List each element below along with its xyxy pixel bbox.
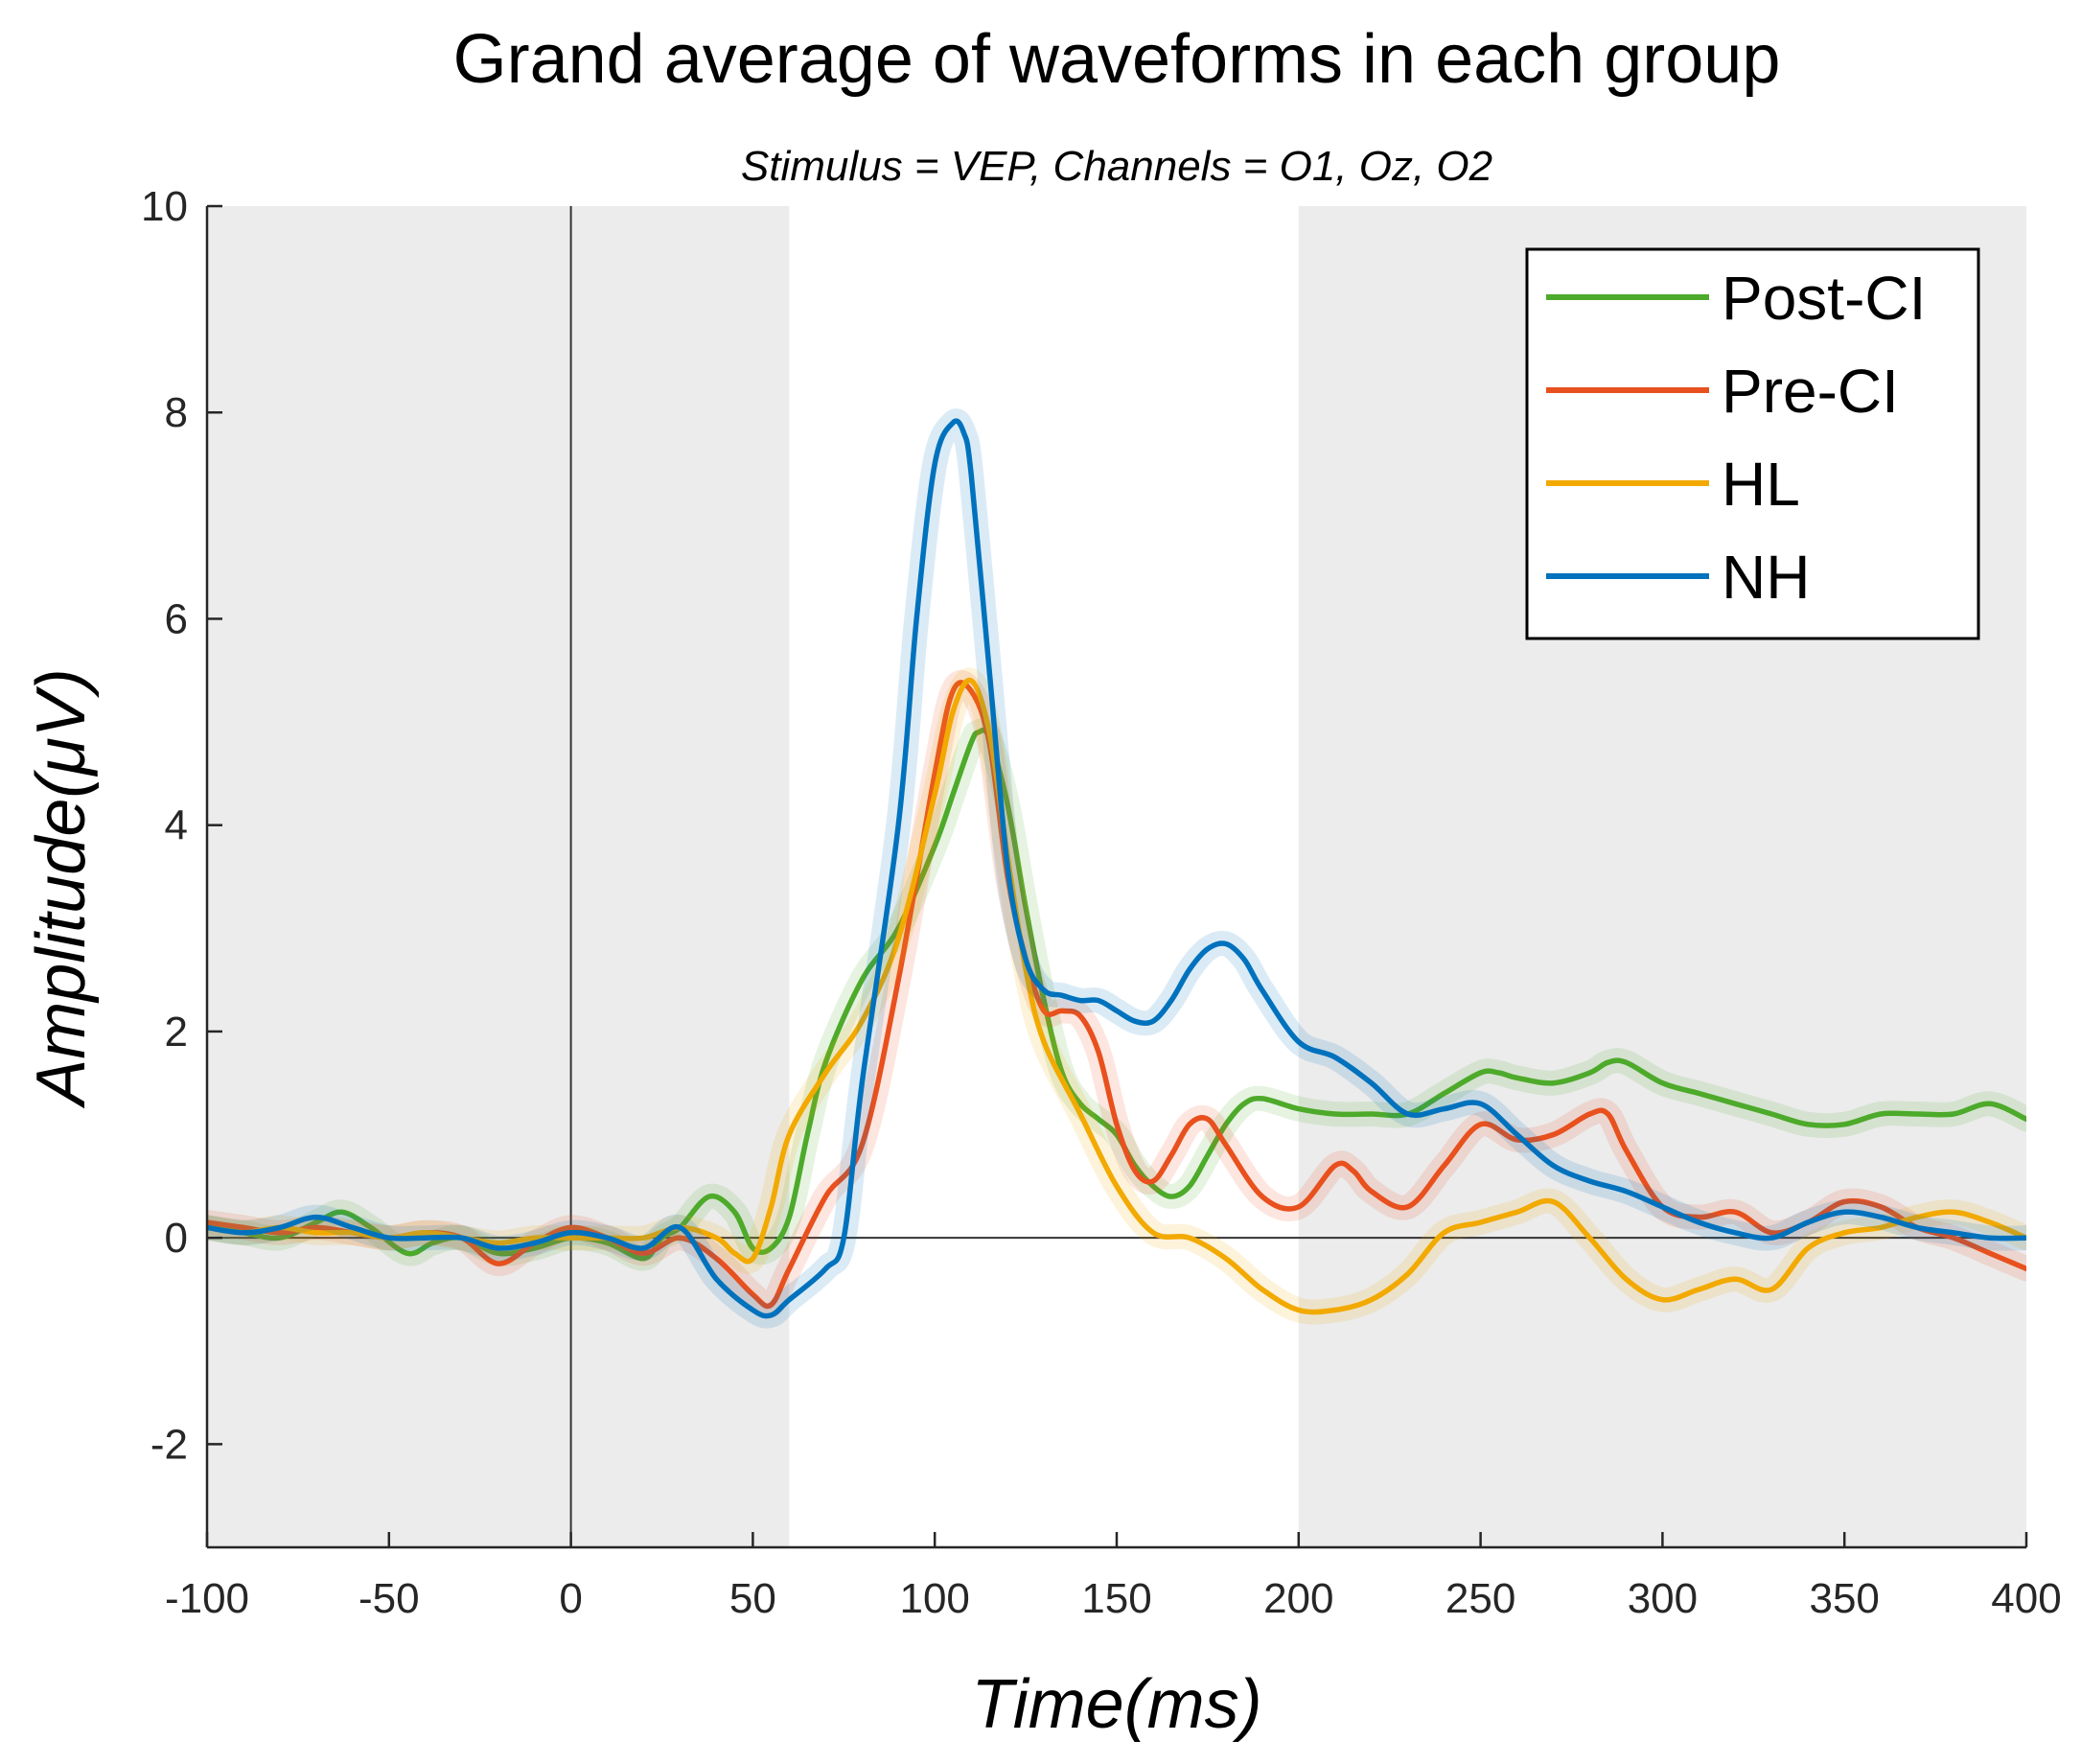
- x-tick-label: 300: [1628, 1575, 1698, 1622]
- y-tick-label: 0: [165, 1215, 188, 1262]
- x-axis-label: Time(ms): [971, 1666, 1261, 1743]
- x-tick-label: 250: [1445, 1575, 1515, 1622]
- y-tick-label: 6: [165, 595, 188, 642]
- x-tick-label: 50: [729, 1575, 776, 1622]
- plot-area: -100 -50 0 50 100 150 200 250 300 350 400 -2 0 2 4 6 8 10: [141, 183, 2062, 1622]
- x-tick-label: 150: [1081, 1575, 1151, 1622]
- y-tick-label: 4: [165, 802, 188, 849]
- x-tick-label: 0: [559, 1575, 582, 1622]
- y-axis-label: Amplitude(μV): [23, 668, 100, 1109]
- y-tick-label: 10: [141, 183, 188, 230]
- series-line-nh: [207, 418, 2026, 1319]
- x-tick-label: 200: [1263, 1575, 1333, 1622]
- x-tick-label: 400: [1991, 1575, 2061, 1622]
- legend: Post-CI Pre-CI HL NH: [1525, 247, 1980, 640]
- x-tick-label: 100: [899, 1575, 969, 1622]
- legend-label-post-ci: Post-CI: [1722, 264, 1926, 333]
- legend-label-pre-ci: Pre-CI: [1722, 357, 1899, 426]
- chart-subtitle: Stimulus = VEP, Channels = O1, Oz, O2: [741, 143, 1492, 190]
- shaded-region-1: [207, 206, 790, 1547]
- series-group: [207, 408, 2026, 1329]
- y-tick-label: -2: [150, 1421, 188, 1468]
- y-tick-label: 2: [165, 1009, 188, 1056]
- y-tick-label: 8: [165, 389, 188, 436]
- x-tick-label: 350: [1809, 1575, 1879, 1622]
- legend-label-hl: HL: [1722, 450, 1800, 519]
- x-tick-label: -50: [358, 1575, 420, 1622]
- chart-title: Grand average of waveforms in each group: [453, 21, 1781, 98]
- legend-label-nh: NH: [1722, 543, 1810, 612]
- x-tick-label: -100: [165, 1575, 249, 1622]
